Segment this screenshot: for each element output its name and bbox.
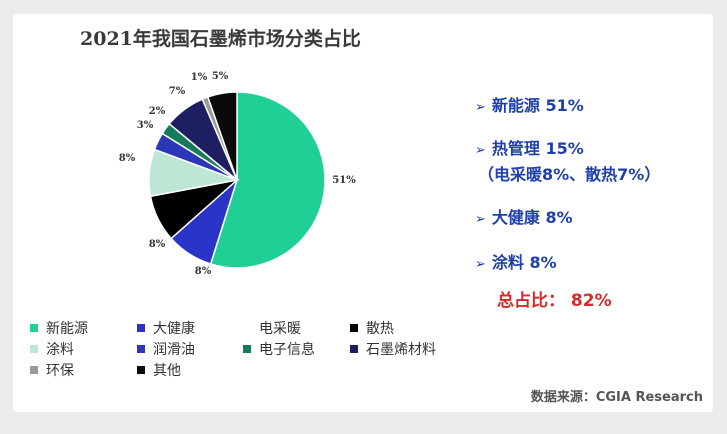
- slice-label: 3%: [137, 120, 154, 131]
- legend-item: 电子信息: [243, 339, 315, 359]
- annotation-thermal-detail: （电采暖8%、散热7%）: [478, 165, 661, 184]
- legend-item: 涂料: [30, 339, 74, 359]
- slice-label: 1%: [191, 72, 208, 83]
- legend-item: 电采暖: [243, 318, 301, 338]
- chart-title: 2021年我国石墨烯市场分类占比: [80, 28, 361, 50]
- annotation-new-energy: ➢ 新能源 51%: [475, 96, 584, 115]
- arrow-icon: ➢: [475, 212, 486, 227]
- legend-swatch: [30, 324, 38, 332]
- arrow-icon: ➢: [475, 143, 486, 158]
- arrow-icon: ➢: [475, 100, 486, 115]
- slice-label: 5%: [212, 71, 229, 82]
- slice-label: 8%: [119, 153, 136, 164]
- slice-label: 2%: [149, 106, 166, 117]
- legend-swatch: [30, 345, 38, 353]
- slice-label: 8%: [195, 266, 212, 277]
- pie-slice: [206, 91, 238, 181]
- slice-label: 7%: [169, 86, 186, 97]
- legend-item: 大健康: [137, 318, 195, 338]
- pie-slice: [209, 91, 326, 269]
- legend-item: 石墨烯材料: [350, 339, 436, 359]
- legend-item: 新能源: [30, 318, 88, 338]
- arrow-icon: ➢: [475, 257, 486, 272]
- legend-item: 润滑油: [137, 339, 195, 359]
- legend-swatch: [30, 366, 38, 374]
- legend-swatch: [243, 345, 251, 353]
- legend-swatch: [137, 345, 145, 353]
- legend-swatch: [350, 324, 358, 332]
- annotation-coating: ➢ 涂料 8%: [475, 253, 557, 272]
- annotation-thermal: ➢ 热管理 15%: [475, 139, 584, 158]
- legend-swatch: [243, 324, 251, 332]
- legend-swatch: [137, 324, 145, 332]
- slice-label: 51%: [332, 175, 356, 186]
- data-source: 数据来源：CGIA Research: [530, 390, 703, 405]
- legend-swatch: [137, 366, 145, 374]
- total-share: 总占比： 82%: [497, 291, 612, 311]
- legend-swatch: [350, 345, 358, 353]
- annotation-health: ➢ 大健康 8%: [475, 208, 573, 227]
- legend-item: 环保: [30, 360, 74, 380]
- legend-item: 散热: [350, 318, 394, 338]
- legend-item: 其他: [137, 360, 181, 380]
- slice-label: 8%: [149, 239, 166, 250]
- chart-card: [13, 14, 713, 412]
